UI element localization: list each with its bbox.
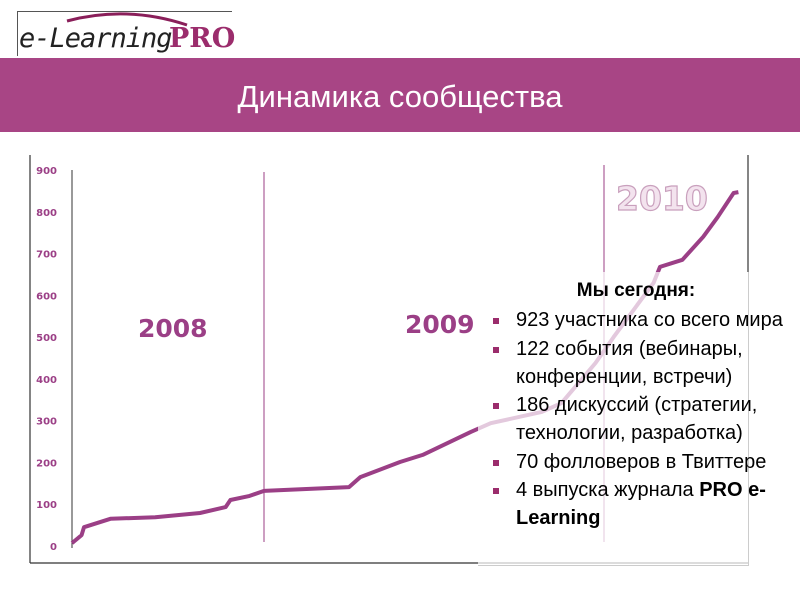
logo: e-Learning PRO: [17, 11, 236, 57]
y-tick-label: 700: [36, 250, 57, 261]
y-tick-label: 100: [36, 500, 57, 511]
summary-textbox: Мы сегодня: 923 участника со всего мира …: [486, 277, 800, 533]
y-tick-label: 400: [36, 375, 57, 386]
logo-frame: [17, 11, 232, 56]
logo-text: e-Learning: [19, 23, 173, 54]
summary-item: 122 события (вебинары, конференции, встр…: [486, 335, 800, 392]
year-label-2010: 2010: [616, 179, 708, 218]
summary-item: 70 фолловеров в Твиттере: [486, 448, 800, 476]
y-tick-label: 500: [36, 333, 57, 344]
y-tick-label: 300: [36, 417, 57, 428]
summary-item: 923 участника со всего мира: [486, 306, 800, 334]
y-tick-label: 600: [36, 291, 57, 302]
magazine-name: PRO e-Learning: [516, 479, 766, 530]
y-tick-label: 0: [50, 542, 57, 553]
summary-item-text: 923 участника со всего мира: [516, 309, 783, 332]
summary-item-text: 70 фолловеров в Твиттере: [516, 450, 767, 473]
header-band: [0, 58, 800, 132]
y-tick-label: 800: [36, 208, 57, 219]
page-title: Динамика сообщества: [237, 79, 563, 114]
summary-item-text: 186 дискуссий (стратегии, технологии, ра…: [516, 394, 758, 445]
summary-heading: Мы сегодня:: [576, 280, 696, 301]
summary-list: 923 участника со всего мира 122 события …: [486, 306, 800, 532]
y-tick-label: 200: [36, 458, 57, 469]
summary-item-text: 4 выпуска журнала: [516, 479, 700, 502]
summary-item: 186 дискуссий (стратегии, технологии, ра…: [486, 391, 800, 448]
year-label-2009: 2009: [405, 310, 475, 339]
summary-item: 4 выпуска журнала PRO e-Learning: [486, 476, 800, 533]
logo-swoosh-icon: [66, 12, 188, 27]
summary-box-bg: [478, 272, 749, 566]
series-line-members: [70, 190, 739, 545]
logo-pro: PRO: [169, 23, 236, 54]
y-tick-label: 900: [36, 166, 57, 177]
summary-item-text: 122 события (вебинары, конференции, встр…: [516, 337, 743, 388]
year-label-2008: 2008: [138, 314, 208, 343]
